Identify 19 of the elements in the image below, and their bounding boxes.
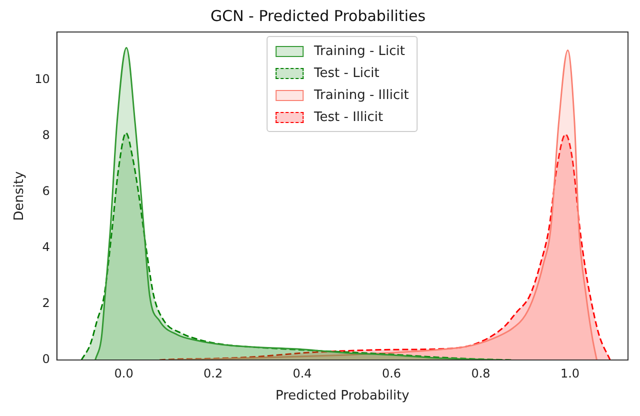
legend-label: Training - Licit [314, 44, 405, 58]
legend-label: Test - Illicit [314, 110, 384, 124]
x-tick-label: 0.6 [382, 366, 402, 380]
y-tick-label: 4 [42, 240, 50, 254]
y-tick-label: 8 [42, 128, 50, 142]
y-axis-title: Density [12, 170, 28, 221]
y-tick-label: 2 [42, 296, 50, 310]
x-tick-label: 0.4 [292, 366, 312, 380]
y-tick-label: 0 [42, 352, 50, 366]
x-axis-title: Predicted Probability [275, 388, 410, 404]
legend-label: Test - Licit [314, 66, 380, 80]
y-tick-label: 10 [34, 72, 50, 86]
x-tick-label: 0.8 [471, 366, 490, 380]
x-tick-label: 0.0 [114, 366, 134, 380]
y-tick-label: 6 [42, 184, 50, 198]
x-tick-label: 0.2 [203, 366, 223, 380]
legend-label: Training - Illicit [314, 88, 409, 102]
x-tick-label: 1.0 [560, 366, 580, 380]
chart-title: GCN - Predicted Probabilities [210, 6, 426, 25]
